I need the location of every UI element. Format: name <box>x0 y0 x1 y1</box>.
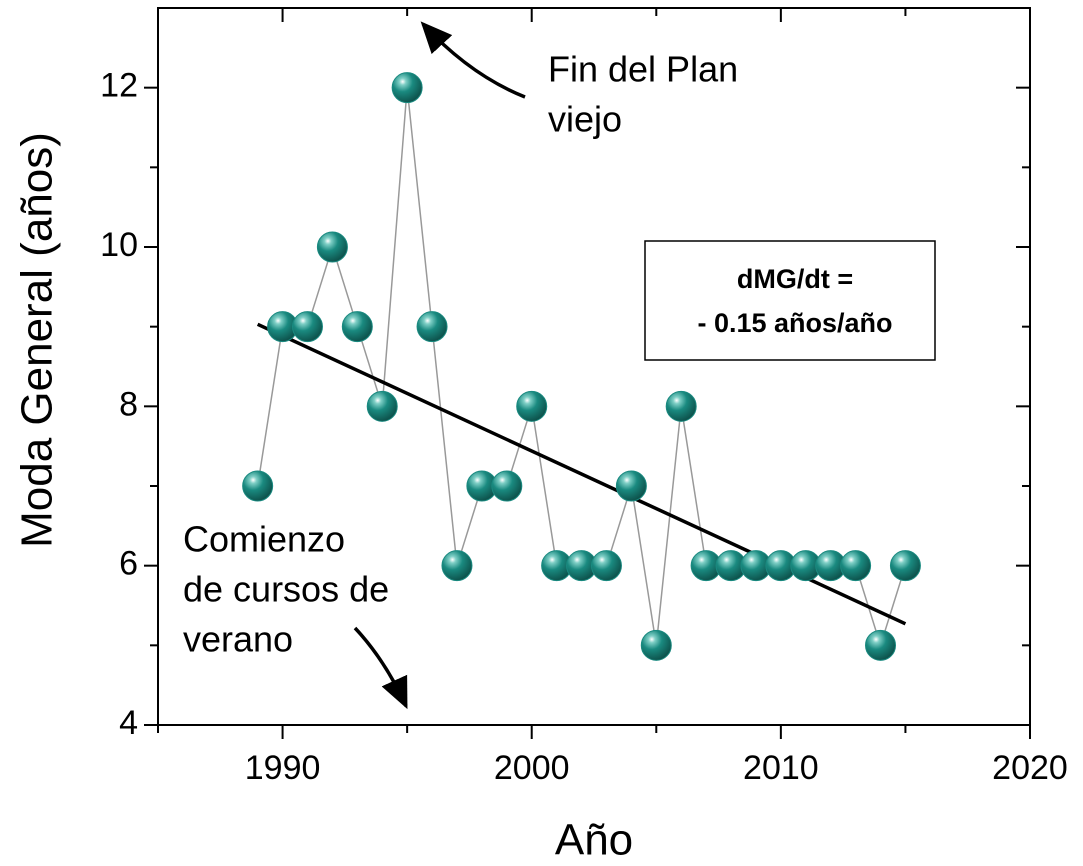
annotation: Fin del Plan <box>548 49 738 90</box>
plot-frame <box>157 7 1031 726</box>
arrow <box>353 626 408 710</box>
data-point <box>865 629 897 661</box>
x-tick-label: 2000 <box>494 749 570 787</box>
data-point <box>590 550 622 582</box>
data-point <box>665 390 697 422</box>
x-tick-label: 2010 <box>743 749 819 787</box>
data-point <box>441 550 473 582</box>
data-point <box>366 390 398 422</box>
y-tick-label: 6 <box>119 545 138 583</box>
y-tick-label: 12 <box>100 67 138 105</box>
annotation: dMG/dt = <box>737 264 853 294</box>
data-point <box>889 550 921 582</box>
annotation: de cursos de <box>183 569 389 610</box>
data-point <box>341 311 373 343</box>
annotation: Comienzo <box>183 519 345 560</box>
annotation: - 0.15 años/año <box>697 308 892 338</box>
y-tick-label: 8 <box>119 385 138 423</box>
data-point <box>491 470 523 502</box>
x-tick-label: 2020 <box>992 749 1068 787</box>
data-point <box>242 470 274 502</box>
y-tick-label: 10 <box>100 226 138 264</box>
data-point <box>516 390 548 422</box>
annotation: verano <box>183 619 293 660</box>
data-point <box>416 311 448 343</box>
x-axis-label: Año <box>555 816 633 865</box>
y-tick-label: 4 <box>119 704 138 742</box>
data-point <box>615 470 647 502</box>
x-tick-label: 1990 <box>245 749 321 787</box>
data-point <box>640 629 672 661</box>
arrow <box>420 21 526 99</box>
annotation-box <box>644 240 936 361</box>
data-point <box>291 311 323 343</box>
data-point <box>391 72 423 104</box>
data-point <box>316 231 348 263</box>
y-axis-label: Moda General (años) <box>13 132 62 548</box>
annotation: viejo <box>548 99 622 140</box>
data-point <box>840 550 872 582</box>
